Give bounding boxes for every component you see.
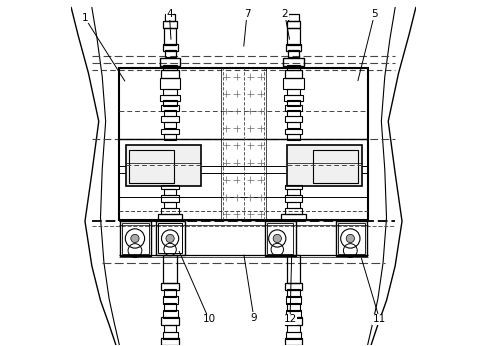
Bar: [338, 223, 365, 254]
Bar: [287, 28, 300, 45]
Bar: [285, 195, 302, 202]
Text: 1: 1: [82, 13, 88, 23]
Bar: [165, 14, 175, 21]
Bar: [129, 150, 174, 183]
Bar: [288, 14, 299, 21]
Text: 2: 2: [281, 9, 288, 19]
Text: 4: 4: [166, 9, 173, 19]
Bar: [164, 202, 176, 208]
Bar: [284, 95, 303, 101]
Bar: [164, 134, 176, 140]
Bar: [163, 297, 178, 304]
Bar: [283, 78, 304, 89]
Bar: [285, 117, 302, 122]
Bar: [126, 145, 201, 186]
Bar: [285, 317, 302, 325]
Bar: [164, 110, 176, 117]
Bar: [287, 202, 300, 208]
Bar: [162, 283, 179, 290]
Bar: [285, 70, 302, 78]
Bar: [163, 21, 177, 28]
Bar: [286, 100, 300, 106]
Text: 12: 12: [283, 315, 297, 325]
Text: 5: 5: [371, 9, 378, 19]
Bar: [287, 110, 300, 117]
Bar: [162, 208, 179, 215]
Circle shape: [273, 234, 281, 243]
Bar: [120, 221, 151, 256]
Text: 7: 7: [244, 9, 250, 19]
Bar: [286, 331, 301, 339]
Bar: [283, 57, 304, 66]
Circle shape: [166, 234, 174, 243]
Bar: [164, 290, 176, 297]
Bar: [285, 129, 302, 134]
Bar: [163, 89, 177, 95]
Circle shape: [346, 234, 355, 243]
Bar: [286, 145, 362, 186]
Bar: [163, 44, 178, 51]
Bar: [164, 325, 176, 332]
Bar: [287, 290, 300, 297]
Bar: [163, 255, 177, 283]
Bar: [287, 303, 300, 311]
Bar: [119, 68, 368, 219]
Bar: [287, 325, 300, 332]
Bar: [287, 134, 300, 140]
Bar: [162, 185, 179, 189]
Bar: [336, 221, 367, 256]
Bar: [163, 65, 177, 70]
Bar: [162, 129, 179, 134]
Bar: [266, 223, 294, 254]
Bar: [286, 89, 300, 95]
Bar: [264, 221, 296, 256]
Bar: [286, 255, 300, 283]
Bar: [281, 215, 305, 219]
Bar: [286, 297, 301, 304]
Bar: [285, 338, 302, 345]
Bar: [160, 57, 181, 66]
Bar: [163, 310, 178, 318]
Bar: [164, 189, 176, 195]
Bar: [162, 195, 179, 202]
Bar: [286, 310, 301, 318]
Circle shape: [131, 234, 139, 243]
Bar: [287, 189, 300, 195]
Bar: [285, 106, 302, 111]
Bar: [162, 106, 179, 111]
Bar: [286, 44, 301, 51]
Bar: [160, 95, 180, 101]
Bar: [164, 28, 176, 45]
Bar: [162, 317, 179, 325]
Bar: [156, 220, 185, 255]
Bar: [163, 100, 177, 106]
Bar: [313, 150, 358, 183]
Bar: [164, 303, 176, 311]
Bar: [286, 21, 300, 28]
Bar: [164, 122, 176, 128]
Bar: [162, 338, 179, 345]
Text: 9: 9: [250, 313, 257, 323]
Bar: [285, 283, 302, 290]
Bar: [285, 185, 302, 189]
Bar: [122, 223, 149, 254]
Bar: [158, 222, 182, 253]
Bar: [287, 122, 300, 128]
Text: 11: 11: [373, 315, 386, 325]
Text: 10: 10: [203, 315, 216, 325]
Bar: [162, 117, 179, 122]
Bar: [158, 215, 182, 219]
Bar: [285, 208, 302, 215]
Bar: [286, 65, 300, 70]
Bar: [288, 50, 299, 56]
Bar: [165, 50, 176, 56]
Bar: [160, 78, 181, 89]
Bar: [163, 331, 178, 339]
Bar: [162, 70, 179, 78]
